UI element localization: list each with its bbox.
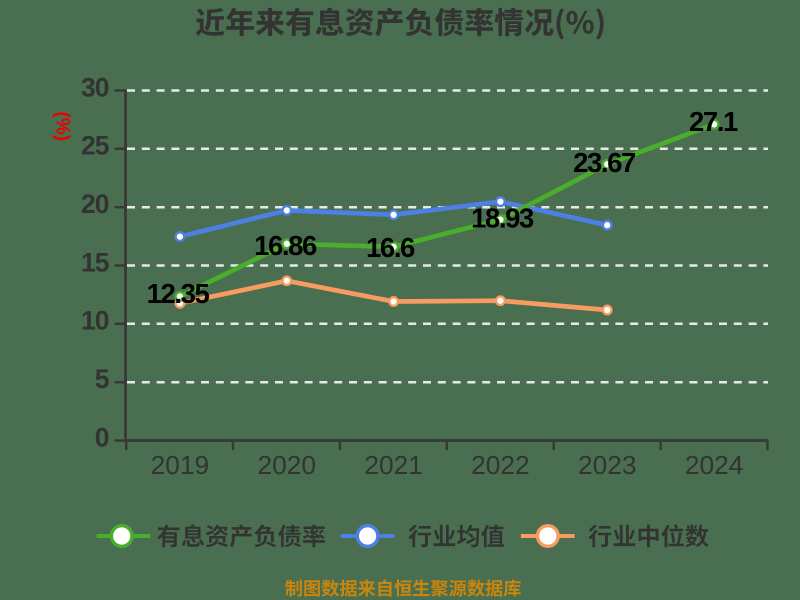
svg-text:2024: 2024 [685, 450, 744, 480]
svg-text:15: 15 [81, 247, 109, 277]
svg-text:10: 10 [81, 306, 109, 336]
svg-text:30: 30 [81, 72, 109, 102]
svg-text:5: 5 [95, 364, 109, 394]
svg-text:16.86: 16.86 [254, 230, 317, 261]
svg-text:2020: 2020 [258, 450, 317, 480]
svg-text:0: 0 [95, 422, 109, 452]
svg-text:2021: 2021 [364, 450, 423, 480]
svg-text:16.6: 16.6 [366, 232, 415, 263]
svg-text:27.1: 27.1 [689, 106, 738, 137]
svg-text:12.35: 12.35 [147, 278, 210, 309]
svg-text:25: 25 [81, 131, 109, 161]
svg-text:23.67: 23.67 [573, 147, 636, 178]
svg-text:(%): (%) [52, 112, 73, 142]
svg-text:18.93: 18.93 [471, 202, 534, 233]
svg-text:2023: 2023 [578, 450, 637, 480]
svg-text:2019: 2019 [151, 450, 210, 480]
svg-text:2022: 2022 [471, 450, 530, 480]
svg-text:20: 20 [81, 189, 109, 219]
